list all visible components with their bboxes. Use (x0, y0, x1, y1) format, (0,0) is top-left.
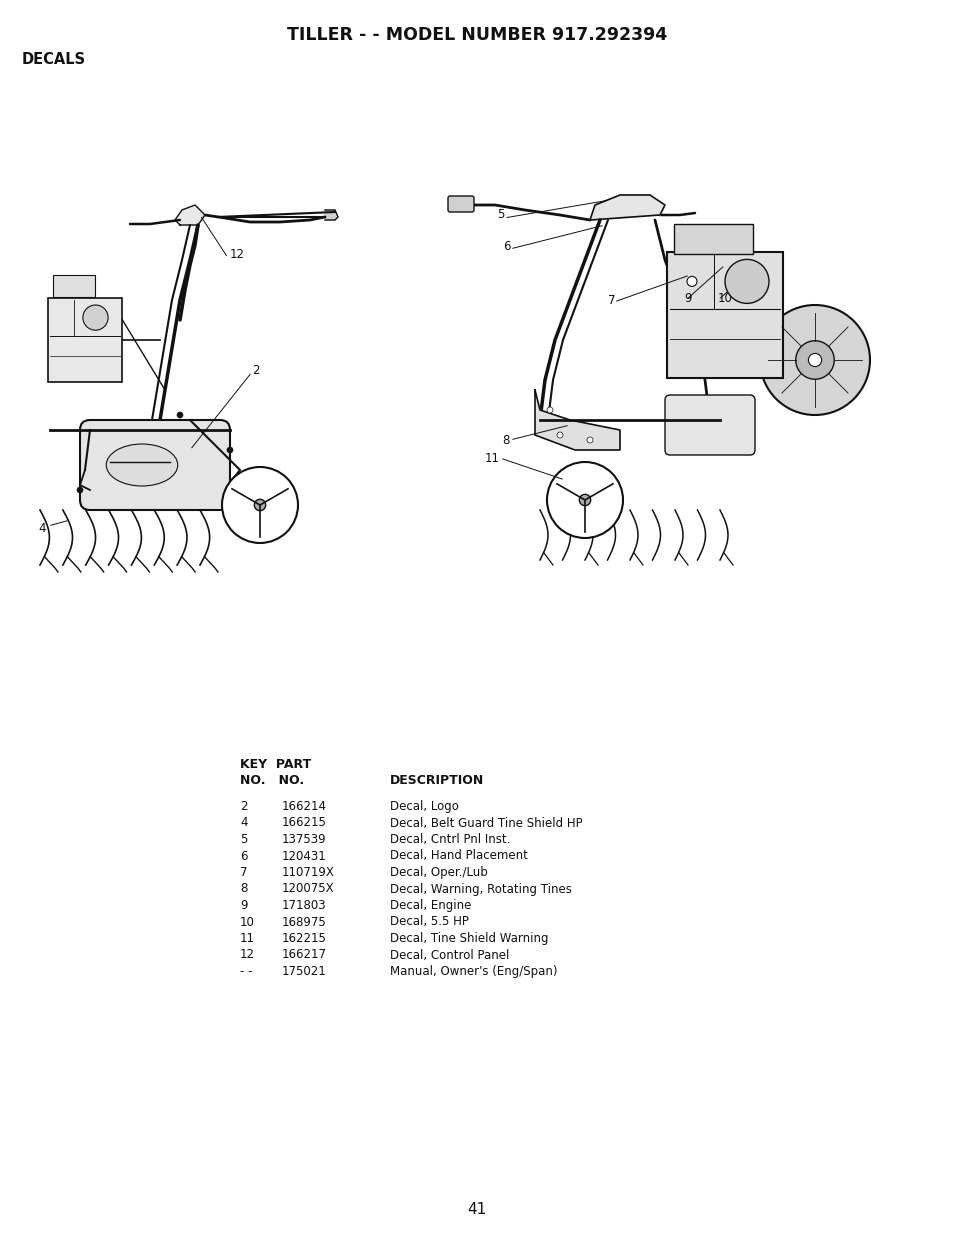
Text: 7: 7 (607, 294, 615, 306)
Text: 6: 6 (502, 240, 510, 254)
FancyBboxPatch shape (48, 299, 122, 382)
Text: 2: 2 (240, 800, 247, 813)
Text: 166217: 166217 (282, 949, 327, 961)
Text: 166214: 166214 (282, 800, 327, 813)
Circle shape (546, 462, 622, 538)
Circle shape (557, 432, 562, 439)
Text: Decal, Oper./Lub: Decal, Oper./Lub (390, 866, 487, 878)
Circle shape (724, 259, 768, 304)
Text: 5: 5 (240, 833, 247, 846)
Text: DECALS: DECALS (22, 52, 86, 67)
FancyBboxPatch shape (664, 395, 754, 455)
Text: 137539: 137539 (282, 833, 326, 846)
Text: 11: 11 (484, 451, 499, 465)
FancyBboxPatch shape (53, 275, 95, 297)
Text: TILLER - - MODEL NUMBER 917.292394: TILLER - - MODEL NUMBER 917.292394 (287, 26, 666, 45)
Text: 166215: 166215 (282, 817, 327, 829)
Circle shape (546, 406, 553, 413)
Text: 5: 5 (497, 208, 504, 222)
Text: Decal, Control Panel: Decal, Control Panel (390, 949, 509, 961)
Text: 12: 12 (230, 249, 245, 261)
Text: Decal, 5.5 HP: Decal, 5.5 HP (390, 916, 468, 928)
Polygon shape (325, 209, 337, 221)
FancyBboxPatch shape (673, 224, 752, 254)
Circle shape (586, 437, 593, 444)
Circle shape (795, 341, 833, 379)
Text: KEY  PART: KEY PART (240, 758, 311, 771)
Text: 8: 8 (502, 434, 510, 446)
Circle shape (807, 353, 821, 367)
FancyBboxPatch shape (448, 196, 474, 212)
Text: 6: 6 (240, 850, 247, 862)
Text: Decal, Tine Shield Warning: Decal, Tine Shield Warning (390, 932, 548, 945)
Circle shape (686, 276, 697, 286)
Text: 162215: 162215 (282, 932, 327, 945)
Text: 120075X: 120075X (282, 882, 335, 896)
Polygon shape (174, 204, 205, 225)
Circle shape (227, 447, 233, 453)
Circle shape (77, 487, 83, 493)
Text: Decal, Cntrl Pnl Inst.: Decal, Cntrl Pnl Inst. (390, 833, 510, 846)
FancyBboxPatch shape (666, 252, 782, 378)
Text: 9: 9 (240, 900, 247, 912)
Text: 8: 8 (240, 882, 247, 896)
Text: 4: 4 (240, 817, 247, 829)
Text: 41: 41 (467, 1203, 486, 1218)
Text: Decal, Logo: Decal, Logo (390, 800, 458, 813)
Circle shape (254, 499, 266, 510)
Text: 168975: 168975 (282, 916, 327, 928)
Text: 120431: 120431 (282, 850, 327, 862)
Text: Decal, Belt Guard Tine Shield HP: Decal, Belt Guard Tine Shield HP (390, 817, 582, 829)
Text: 7: 7 (240, 866, 247, 878)
Text: - -: - - (240, 965, 253, 978)
Text: Decal, Engine: Decal, Engine (390, 900, 471, 912)
Text: 2: 2 (252, 363, 259, 377)
Polygon shape (589, 195, 664, 221)
Ellipse shape (106, 444, 177, 486)
Text: 4: 4 (38, 522, 46, 534)
FancyBboxPatch shape (80, 420, 230, 510)
Text: Decal, Hand Placement: Decal, Hand Placement (390, 850, 527, 862)
Text: 175021: 175021 (282, 965, 327, 978)
Circle shape (177, 413, 183, 418)
Circle shape (83, 305, 108, 331)
Circle shape (578, 494, 590, 506)
Text: 9: 9 (683, 291, 691, 305)
Text: DESCRIPTION: DESCRIPTION (390, 774, 484, 787)
Text: 171803: 171803 (282, 900, 326, 912)
Circle shape (760, 305, 869, 415)
Text: NO.   NO.: NO. NO. (240, 774, 304, 787)
Text: 10: 10 (240, 916, 254, 928)
Text: 110719X: 110719X (282, 866, 335, 878)
Text: 10: 10 (718, 291, 732, 305)
Text: 12: 12 (240, 949, 254, 961)
Polygon shape (535, 390, 619, 450)
Text: 11: 11 (240, 932, 254, 945)
Text: Manual, Owner's (Eng/Span): Manual, Owner's (Eng/Span) (390, 965, 557, 978)
Circle shape (222, 467, 297, 543)
Text: Decal, Warning, Rotating Tines: Decal, Warning, Rotating Tines (390, 882, 571, 896)
